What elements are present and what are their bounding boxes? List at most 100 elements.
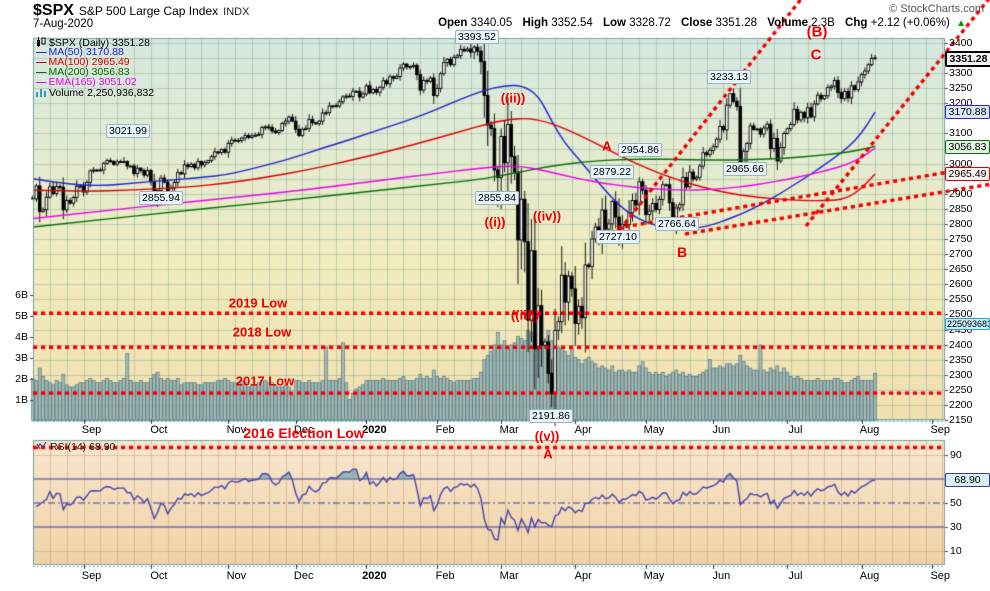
high-value: 3352.54 — [551, 17, 593, 29]
up-triangle-icon: ▲ — [956, 18, 966, 29]
price-callout-label: 3393.52 — [455, 30, 499, 44]
price-axis-tick: 3100 — [949, 127, 973, 140]
legend-main-label: $SPX (Daily) 3351.28 — [49, 37, 150, 49]
line-swatch-icon: — — [36, 66, 47, 78]
volume-axis-tick: 3B — [15, 351, 28, 364]
price-callout-label: 2855.94 — [139, 191, 183, 205]
month-label: Feb — [435, 570, 455, 582]
elliott-wave-label: ((iv)) — [532, 208, 562, 224]
price-axis-tick: 2700 — [949, 248, 973, 261]
legend-overlay-label: MA(200) 3056.83 — [48, 66, 130, 78]
rsi-axis-tick: 50 — [950, 497, 962, 509]
month-label: Sep — [930, 424, 951, 436]
volume-value: 2.3B — [811, 17, 835, 29]
month-label: Nov — [226, 424, 247, 436]
elliott-wave-label: A — [543, 446, 553, 462]
price-callout-label: 2879.22 — [590, 165, 634, 179]
month-label: Jul — [788, 424, 803, 436]
elliott-wave-label: ((i)) — [484, 214, 506, 230]
support-level-label: 2017 Low — [235, 373, 295, 389]
price-callout-label: 2965.66 — [723, 162, 767, 176]
high-label: High — [522, 17, 548, 29]
price-axis-tick: 3400 — [949, 37, 973, 49]
open-value: 3340.05 — [470, 17, 513, 29]
open-label: Open — [438, 17, 468, 29]
price-axis-tick: 3300 — [949, 67, 973, 80]
axis-value-box-last: 3351.28 — [945, 50, 990, 67]
month-label: 2020 — [362, 570, 387, 582]
ticker-symbol: $SPX — [33, 2, 74, 19]
legend-overlay-row: — EMA(165) 3051.02 — [36, 76, 137, 88]
price-callout-label: 3021.99 — [106, 124, 150, 138]
support-level-label: 2019 Low — [228, 295, 288, 311]
month-label: May — [643, 570, 665, 582]
price-axis-tick: 2200 — [949, 398, 973, 411]
chg-label: Chg — [845, 17, 868, 29]
line-swatch-icon: — — [36, 56, 47, 68]
price-axis-tick: 2750 — [949, 233, 973, 246]
legend-overlay-row: — MA(50) 3170.88 — [36, 46, 124, 58]
legend-volume-label: Volume 2,250,936,832 — [49, 87, 155, 99]
month-label: Sep — [81, 424, 102, 436]
volume-bars-icon — [36, 87, 46, 99]
price-axis-tick: 2150 — [949, 414, 973, 426]
price-axis-tick: 2900 — [949, 187, 973, 200]
price-axis-tick: 2500 — [949, 308, 973, 321]
exchange-tag: INDX — [223, 6, 250, 18]
price-axis-tick: 2250 — [949, 383, 973, 396]
month-label: Dec — [293, 570, 314, 582]
month-label: Nov — [226, 570, 247, 582]
month-label: Aug — [859, 570, 880, 582]
price-axis-tick: 2350 — [949, 353, 973, 366]
month-label: Mar — [499, 424, 519, 436]
rsi-axis-tick: 30 — [950, 521, 962, 533]
line-swatch-icon: — — [36, 46, 47, 58]
month-label: Sep — [930, 570, 951, 582]
legend-main-row: $SPX (Daily) 3351.28 — [36, 37, 150, 49]
elliott-wave-label: ((iii)) — [510, 307, 540, 323]
axis-value-box-rsi: 68.90 — [945, 473, 990, 488]
volume-axis-tick: 2B — [15, 372, 28, 385]
support-level-label: 2018 Low — [232, 324, 292, 340]
support-level-label: 2016 Election Low — [243, 425, 365, 441]
month-label: Aug — [859, 424, 880, 436]
legend-overlay-row: — MA(100) 2965.49 — [36, 56, 130, 68]
month-label: Oct — [150, 570, 168, 582]
price-axis-tick: 2600 — [949, 278, 973, 291]
price-callout-label: 2855.84 — [475, 191, 519, 205]
month-label: May — [643, 424, 665, 436]
axis-value-box-ma100: 2965.49 — [945, 167, 990, 182]
month-label: Jun — [712, 570, 731, 582]
close-label: Close — [680, 17, 713, 29]
copyright-note: © StockCharts.com — [889, 3, 984, 15]
legend-overlay-row: — MA(200) 3056.83 — [36, 66, 130, 78]
ohlc-quote-bar: Open 3340.05 High 3352.54 Low 3328.72 Cl… — [431, 17, 966, 29]
month-label: Dec — [293, 424, 314, 436]
axis-value-box-ma50: 3170.88 — [945, 105, 990, 120]
price-callout-label: 3233.13 — [707, 70, 751, 84]
low-label: Low — [602, 17, 626, 29]
legend-rsi-row: RSI(14) 68.90 — [36, 441, 115, 453]
instrument-name: S&P 500 Large Cap Index — [78, 4, 219, 18]
month-label: Apr — [574, 570, 592, 582]
elliott-wave-label: (B) — [806, 23, 828, 41]
month-label: Feb — [435, 424, 455, 436]
axis-value-box-vol: 2250936832 — [945, 318, 990, 330]
volume-axis-tick: 6B — [15, 288, 28, 301]
price-axis-tick: 2650 — [949, 263, 973, 276]
price-axis-tick: 2400 — [949, 338, 973, 351]
chg-value: +2.12 (+0.06%) — [870, 17, 950, 29]
month-label: Mar — [499, 570, 519, 582]
price-callout-label: 2727.10 — [596, 230, 640, 244]
line-swatch-icon: — — [36, 76, 47, 88]
legend-rsi-label: RSI(14) 68.90 — [50, 441, 116, 453]
month-label: Apr — [574, 424, 592, 436]
price-axis-tick: 2800 — [949, 217, 973, 230]
volume-axis-tick: 5B — [15, 309, 28, 322]
price-axis-tick: 3250 — [949, 82, 973, 95]
elliott-wave-label: B — [676, 244, 688, 260]
legend-volume-row: Volume 2,250,936,832 — [36, 87, 154, 99]
elliott-wave-label: ((ii)) — [500, 90, 526, 106]
price-callout-label: 2954.86 — [618, 143, 662, 157]
